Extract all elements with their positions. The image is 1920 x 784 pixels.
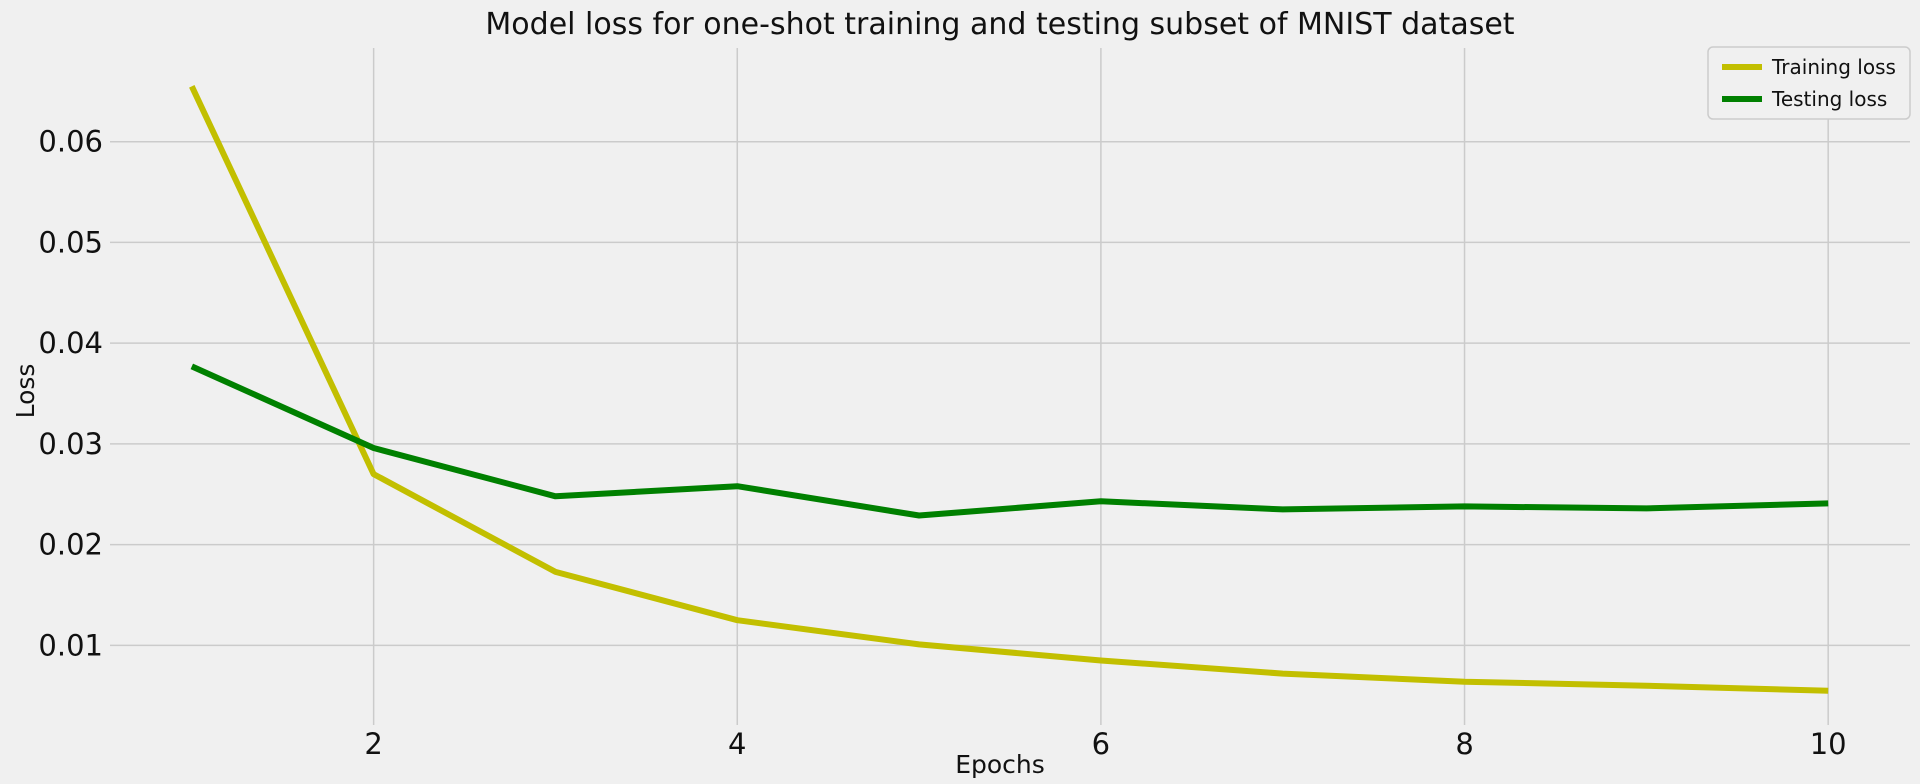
y-tick-label: 0.04 — [38, 326, 103, 360]
y-tick-label: 0.02 — [38, 528, 103, 562]
legend-label-training: Training loss — [1771, 55, 1896, 79]
y-tick-label: 0.06 — [38, 125, 103, 159]
series-lines — [189, 85, 1829, 694]
y-tick-labels: 0.01 0.02 0.03 0.04 0.05 0.06 — [38, 125, 103, 663]
x-tick-labels: 2 4 6 8 10 — [364, 727, 1846, 761]
x-tick-label: 6 — [1092, 727, 1110, 761]
y-tick-label: 0.03 — [38, 427, 103, 461]
x-tick-label: 2 — [364, 727, 382, 761]
x-axis-label: Epochs — [955, 750, 1045, 779]
legend-label-testing: Testing loss — [1771, 87, 1887, 111]
y-tick-label: 0.05 — [38, 225, 103, 259]
series-line-testing-loss — [190, 363, 1829, 519]
x-tick-label: 4 — [728, 727, 746, 761]
legend: Training loss Testing loss — [1707, 46, 1911, 120]
y-axis-label: Loss — [11, 364, 40, 419]
chart-title: Model loss for one-shot training and tes… — [485, 7, 1514, 42]
x-tick-label: 8 — [1455, 727, 1473, 761]
series-line-training-loss — [189, 85, 1829, 694]
y-tick-label: 0.01 — [38, 628, 103, 662]
x-tick-label: 10 — [1810, 727, 1847, 761]
grid-lines — [110, 48, 1910, 725]
